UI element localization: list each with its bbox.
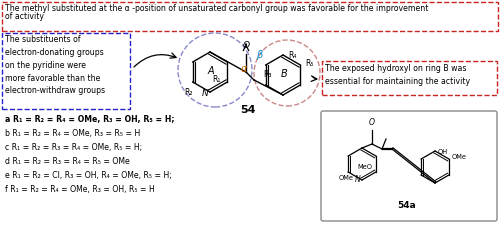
Text: of activity: of activity xyxy=(5,12,44,21)
Text: OMe: OMe xyxy=(338,175,353,181)
Text: R₂: R₂ xyxy=(184,88,193,97)
FancyBboxPatch shape xyxy=(321,111,497,221)
Text: O: O xyxy=(242,41,250,50)
Text: R₁: R₁ xyxy=(212,74,220,84)
Text: β: β xyxy=(256,50,262,60)
Text: The substituents of
electron-donating groups
on the pyridine were
more favorable: The substituents of electron-donating gr… xyxy=(5,35,105,95)
Text: b R₁ = R₂ = R₄ = OMe, R₃ = R₅ = H: b R₁ = R₂ = R₄ = OMe, R₃ = R₅ = H xyxy=(5,129,140,138)
FancyBboxPatch shape xyxy=(322,61,497,95)
Text: R₅: R₅ xyxy=(306,59,314,67)
Text: The methyl substituted at the α -position of unsaturated carbonyl group was favo: The methyl substituted at the α -positio… xyxy=(5,4,428,13)
Text: O: O xyxy=(369,118,375,127)
FancyBboxPatch shape xyxy=(2,33,130,109)
Text: A: A xyxy=(208,66,214,76)
Text: a R₁ = R₂ = R₄ = OMe, R₃ = OH, R₅ = H;: a R₁ = R₂ = R₄ = OMe, R₃ = OH, R₅ = H; xyxy=(5,115,174,124)
Text: f R₁ = R₂ = R₄ = OMe, R₃ = OH, R₅ = H: f R₁ = R₂ = R₄ = OMe, R₃ = OH, R₅ = H xyxy=(5,185,155,194)
Text: N: N xyxy=(202,89,208,98)
Text: e R₁ = R₂ = Cl, R₃ = OH, R₄ = OMe, R₅ = H;: e R₁ = R₂ = Cl, R₃ = OH, R₄ = OMe, R₅ = … xyxy=(5,171,172,180)
Text: The exposed hydroxyl on ring B was
essential for maintaining the activity: The exposed hydroxyl on ring B was essen… xyxy=(325,64,470,86)
Text: R₄: R₄ xyxy=(288,50,296,59)
FancyBboxPatch shape xyxy=(2,2,498,31)
Text: α: α xyxy=(241,64,247,74)
Text: R₃: R₃ xyxy=(264,70,272,79)
Text: OMe: OMe xyxy=(452,154,467,160)
Text: MeO: MeO xyxy=(358,164,373,170)
Text: OH: OH xyxy=(438,149,448,155)
Text: B: B xyxy=(280,69,287,79)
Text: c R₁ = R₂ = R₃ = R₄ = OMe, R₅ = H;: c R₁ = R₂ = R₃ = R₄ = OMe, R₅ = H; xyxy=(5,143,142,152)
Text: N: N xyxy=(355,175,361,185)
Text: d R₁ = R₂ = R₃ = R₄ = R₅ = OMe: d R₁ = R₂ = R₃ = R₄ = R₅ = OMe xyxy=(5,157,130,166)
Text: 54: 54 xyxy=(240,105,256,115)
Text: 54a: 54a xyxy=(398,200,416,210)
